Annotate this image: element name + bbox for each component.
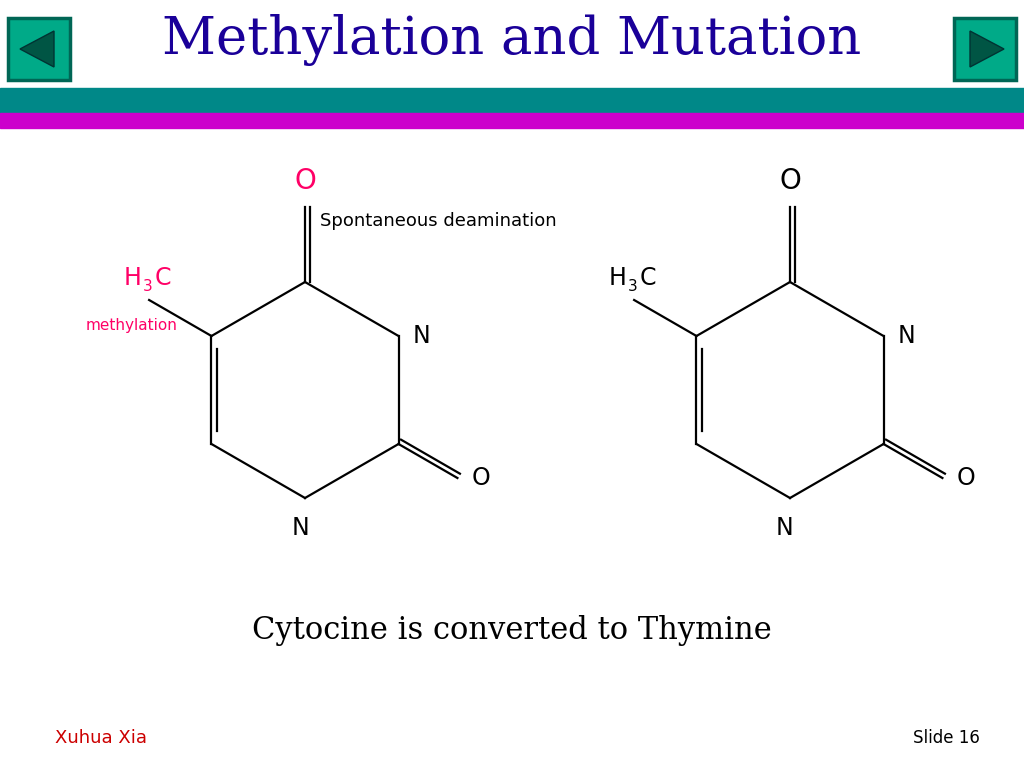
Text: C: C [640,266,656,290]
Text: O: O [956,466,975,490]
Polygon shape [20,31,54,67]
Text: N: N [776,516,794,540]
Text: Spontaneous deamination: Spontaneous deamination [319,212,557,230]
Text: H: H [123,266,141,290]
Text: Methylation and Mutation: Methylation and Mutation [163,14,861,66]
Text: Xuhua Xia: Xuhua Xia [55,729,147,747]
Text: methylation: methylation [85,318,177,333]
Bar [954,18,1016,80]
Text: O: O [471,466,490,490]
Text: 3: 3 [143,279,153,294]
Bar [0,113,1024,128]
Text: N: N [291,516,309,540]
Text: H: H [608,266,626,290]
Polygon shape [970,31,1004,67]
Bar [0,96,1024,113]
Text: Cytocine is converted to Thymine: Cytocine is converted to Thymine [252,614,772,645]
Text: 3: 3 [628,279,638,294]
Text: O: O [779,167,801,195]
Text: N: N [897,324,915,348]
Bar [8,18,70,80]
Text: O: O [294,167,315,195]
Text: N: N [413,324,430,348]
Text: Slide 16: Slide 16 [913,729,980,747]
Bar [0,0,1024,100]
Bar [0,88,1024,96]
Text: C: C [155,266,172,290]
